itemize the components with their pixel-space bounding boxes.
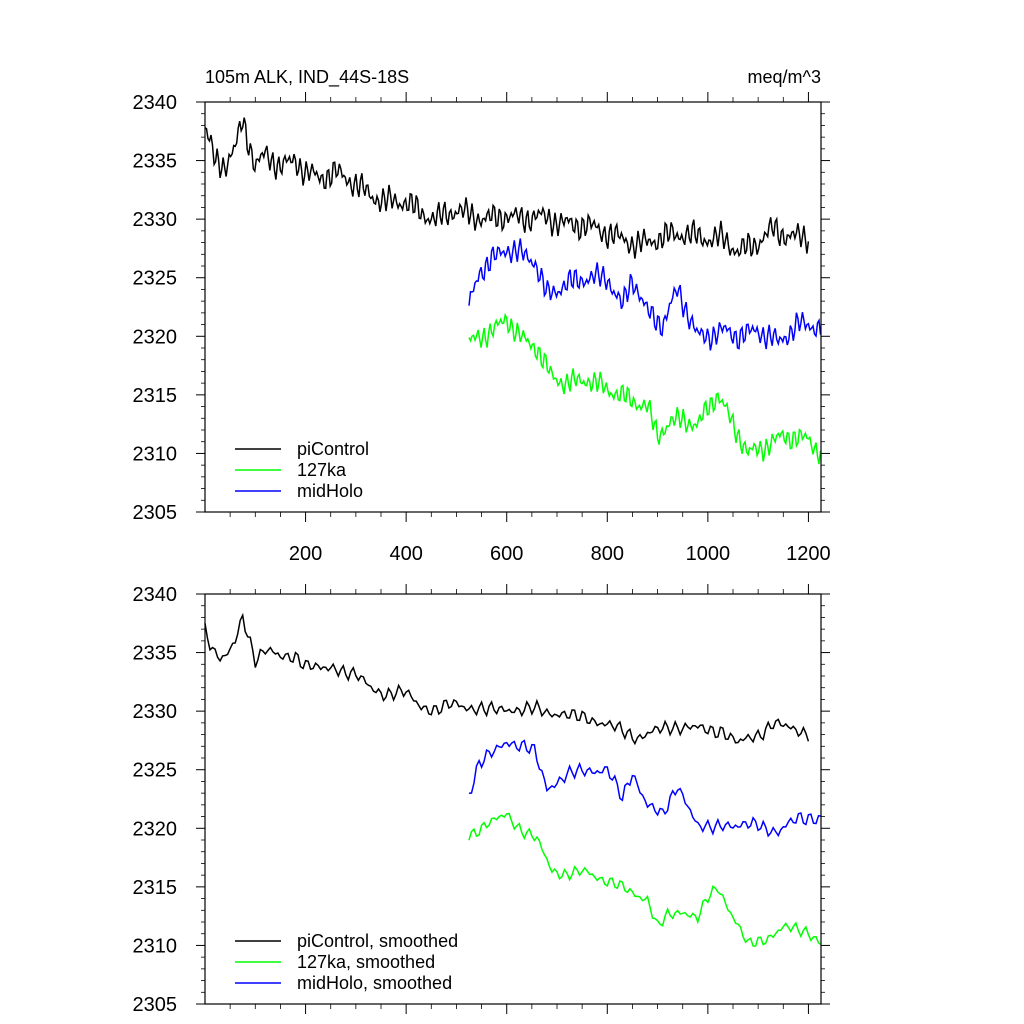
plot-frame	[204, 101, 822, 513]
legend-label: midHolo	[297, 481, 363, 501]
y-tick-label: 2305	[133, 502, 178, 524]
x-tick-label: 1200	[786, 543, 831, 565]
units-label: meq/m^3	[748, 67, 821, 87]
legend-label: midHolo, smoothed	[297, 973, 452, 993]
x-tick-label: 600	[490, 543, 523, 565]
y-tick-label: 2330	[133, 209, 178, 231]
y-tick-label: 2335	[133, 151, 178, 173]
y-tick-label: 2315	[133, 877, 178, 899]
y-tick-label: 2315	[133, 385, 178, 407]
y-tick-label: 2330	[133, 701, 178, 723]
y-tick-label: 2335	[133, 643, 178, 665]
series-line-picontrol	[204, 117, 810, 259]
x-tick-label: 1000	[686, 543, 731, 565]
y-tick-label: 2325	[133, 268, 178, 290]
x-tick-label: 200	[289, 543, 322, 565]
chart-title: 105m ALK, IND_44S-18S	[205, 67, 409, 88]
series-line-127ka	[468, 312, 822, 465]
series-line-midholo	[468, 238, 822, 351]
series-layer	[204, 117, 822, 465]
tick-layer: 2305 2310 2315 2320 2325 2330 2335 2340	[133, 584, 830, 1016]
x-tick-label: 400	[389, 543, 422, 565]
tick-layer: 2305 2310 2315 2320 2325 2330 2335 2340 200 400 60…	[133, 92, 831, 565]
series-line-127ka-smoothed	[468, 812, 822, 947]
legend-label: 127ka	[297, 460, 347, 480]
y-tick-label: 2340	[133, 584, 178, 606]
plot-frame	[204, 593, 822, 1005]
y-tick-label: 2325	[133, 760, 178, 782]
series-line-midholo-smoothed	[468, 739, 822, 838]
series-line-picontrol-smoothed	[204, 612, 810, 746]
y-tick-label: 2305	[133, 994, 178, 1016]
panel-bottom: 2305 2310 2315 2320 2325 2330 2335 2340 piContr…	[133, 584, 830, 1016]
y-tick-label: 2320	[133, 326, 178, 348]
legend-label: 127ka, smoothed	[297, 952, 435, 972]
legend-label: piControl	[297, 439, 369, 459]
y-tick-label: 2310	[133, 935, 178, 957]
legend-label: piControl, smoothed	[297, 931, 458, 951]
y-tick-label: 2310	[133, 443, 178, 465]
y-tick-label: 2340	[133, 92, 178, 114]
x-tick-label: 800	[591, 543, 624, 565]
series-layer	[204, 612, 822, 947]
panel-top: 105m ALK, IND_44S-18S meq/m^3 2305231023…	[133, 67, 831, 565]
y-tick-label: 2320	[133, 818, 178, 840]
